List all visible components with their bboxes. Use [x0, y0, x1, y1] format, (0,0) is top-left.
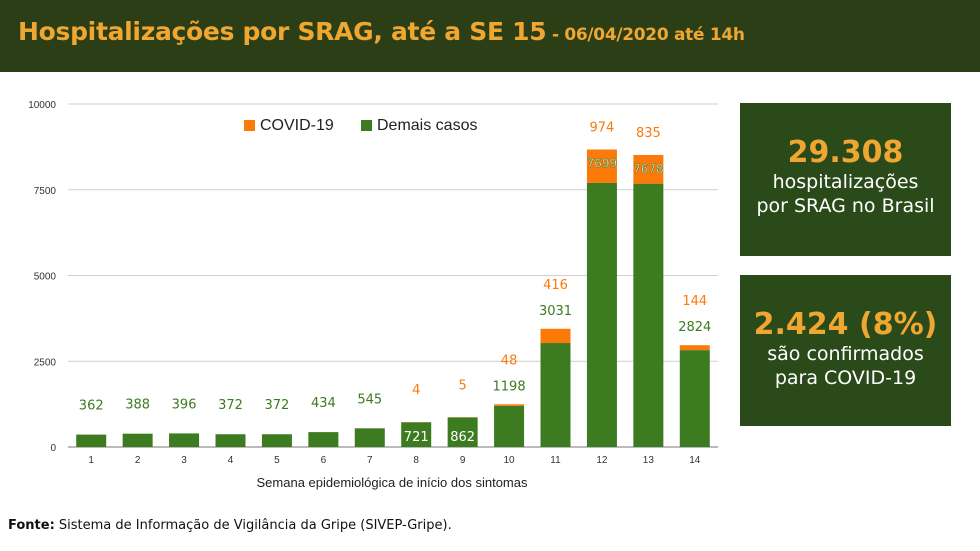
- covid-value: 2.424 (8%): [753, 307, 938, 342]
- data-label-demais: 372: [265, 398, 290, 413]
- covid-line-2: para COVID-19: [774, 367, 917, 389]
- data-label-covid: 144: [682, 294, 707, 309]
- legend-label-covid: COVID-19: [260, 117, 334, 134]
- data-label-covid: 974: [590, 121, 615, 136]
- data-label-demais: 396: [172, 397, 197, 412]
- data-label-demais: 7699: [587, 157, 618, 171]
- x-tick-label: 9: [460, 455, 466, 466]
- total-line-1: hospitalizações: [772, 171, 919, 193]
- data-label-demais: 862: [450, 430, 475, 445]
- bar-demais-casos: [354, 428, 385, 447]
- x-tick-label: 10: [504, 455, 516, 466]
- bar-demais-casos: [308, 432, 339, 447]
- bar-demais-casos: [261, 434, 292, 447]
- bar-covid-19: [586, 149, 617, 183]
- bar-demais-casos: [215, 434, 246, 447]
- x-tick-label: 7: [367, 455, 373, 466]
- y-tick-label: 10000: [28, 100, 56, 111]
- data-label-demais: 2824: [678, 320, 711, 335]
- y-tick-label: 5000: [34, 272, 57, 283]
- x-tick-label: 1: [88, 455, 94, 466]
- footer-text: Sistema de Informação de Vigilância da G…: [54, 518, 452, 533]
- bar-demais-casos: [633, 183, 664, 447]
- data-label-demais: 362: [79, 399, 104, 414]
- data-label-covid: 4: [412, 383, 420, 398]
- data-label-demais: 3031: [539, 304, 572, 319]
- data-label-demais: 7678: [633, 162, 664, 176]
- x-axis-title: Semana epidemiológica de início dos sint…: [257, 475, 528, 490]
- bar-demais-casos: [494, 405, 525, 447]
- stacked-bar-chart: 0 2500 5000 7500 10000 1 362 2 388 3 396 4 372 5 372 6 4…: [28, 100, 718, 490]
- data-label-covid: 835: [636, 126, 661, 141]
- x-tick-label: 8: [413, 455, 419, 466]
- y-tick-label: 2500: [34, 357, 57, 368]
- data-label-covid: 5: [459, 378, 467, 393]
- legend-label-demais: Demais casos: [377, 117, 477, 134]
- total-value: 29.308: [787, 135, 904, 170]
- bar-demais-casos: [401, 422, 432, 447]
- x-tick-label: 11: [550, 455, 561, 466]
- x-tick-label: 6: [321, 455, 327, 466]
- legend-swatch-covid: [244, 120, 255, 131]
- bar-demais-casos: [169, 433, 200, 447]
- covid-confirmed-box: 2.424 (8%) são confirmados para COVID-19: [740, 275, 951, 426]
- data-label-demais: 434: [311, 396, 336, 411]
- covid-line-1: são confirmados: [767, 343, 924, 365]
- bar-covid-19: [633, 155, 664, 184]
- data-label-covid: 48: [501, 353, 518, 368]
- bar-demais-casos: [540, 343, 571, 447]
- data-label-demais: 545: [357, 392, 382, 407]
- data-label-demais: 388: [125, 398, 150, 413]
- x-tick-label: 5: [274, 455, 280, 466]
- x-tick-label: 12: [596, 455, 608, 466]
- y-tick-label: 0: [50, 443, 56, 454]
- page-title: Hospitalizações por SRAG, até a SE 15 - …: [18, 17, 745, 46]
- total-hospitalizations-box: 29.308 hospitalizações por SRAG no Brasi…: [740, 103, 951, 256]
- legend-swatch-demais: [361, 120, 372, 131]
- data-label-covid: 416: [543, 278, 568, 293]
- bar-demais-casos: [122, 433, 153, 447]
- bar-demais-casos: [586, 182, 617, 447]
- bar-covid-19: [494, 404, 525, 406]
- data-label-demais: 721: [404, 430, 429, 445]
- footer-label: Fonte:: [8, 518, 55, 533]
- x-tick-label: 2: [135, 455, 141, 466]
- bar-covid-19: [679, 345, 710, 351]
- data-label-demais: 372: [218, 398, 243, 413]
- bar-demais-casos: [447, 417, 478, 447]
- header-banner: Hospitalizações por SRAG, até a SE 15 - …: [0, 0, 980, 72]
- bar-covid-19: [540, 328, 571, 344]
- x-tick-label: 13: [643, 455, 655, 466]
- bar-demais-casos: [76, 434, 107, 447]
- x-tick-label: 14: [689, 455, 701, 466]
- title-text: Hospitalizações por SRAG, até a SE 15: [18, 17, 547, 46]
- total-line-2: por SRAG no Brasil: [756, 195, 935, 217]
- y-tick-label: 7500: [34, 186, 57, 197]
- x-tick-label: 3: [181, 455, 187, 466]
- x-tick-label: 4: [228, 455, 234, 466]
- bar-demais-casos: [679, 350, 710, 447]
- title-date: - 06/04/2020 até 14h: [546, 25, 745, 45]
- source-footer: Fonte: Sistema de Informação de Vigilânc…: [8, 518, 452, 533]
- data-label-demais: 1198: [493, 379, 526, 394]
